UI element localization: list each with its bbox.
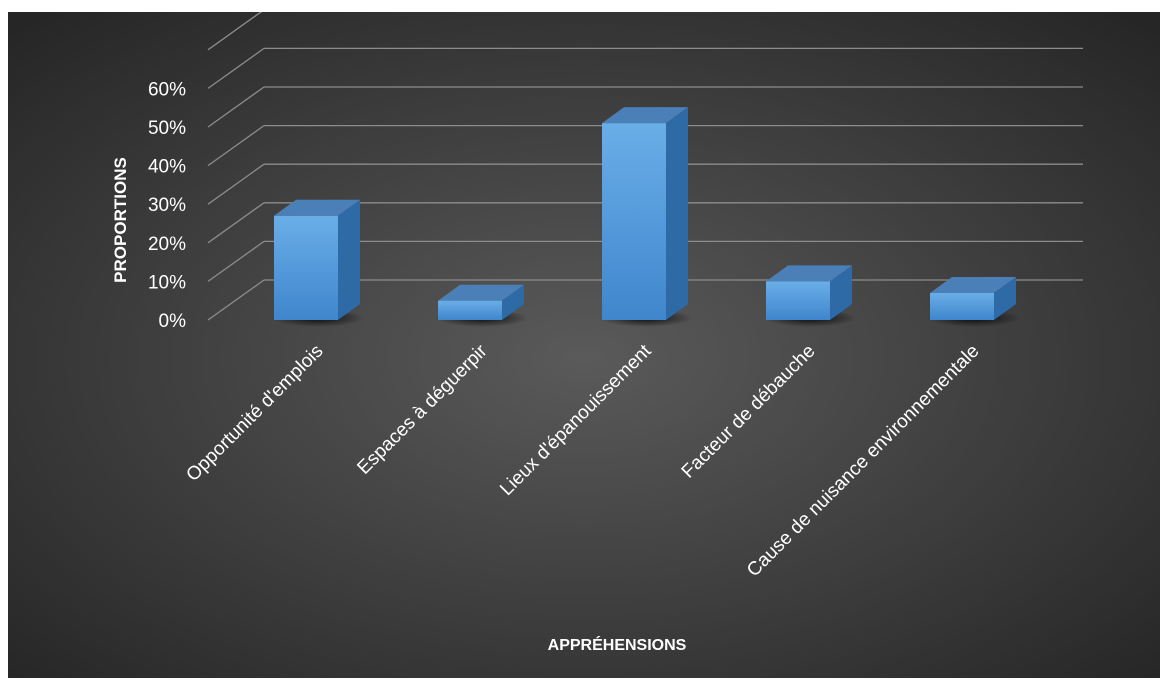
bar-side [338,199,360,320]
bar-3d [599,107,693,327]
bar-3d [927,276,1021,327]
y-tick-label: 40% [148,157,186,178]
bar [766,281,830,320]
x-axis-label: APPRÉHENSIONS [548,635,687,654]
gridline-side [207,279,265,321]
bar [438,300,502,320]
bar [930,292,994,320]
y-tick-label: 30% [148,195,186,216]
y-tick-label: 10% [148,272,186,293]
y-tick-label: 50% [148,118,186,139]
gridline-side [207,86,265,128]
y-tick-label: 0% [159,311,187,332]
chart-frame: 0% 10% 20% 30% 40% 50% 60% Opportunité d'emplo… [8,12,1160,678]
gridline-side [207,12,263,51]
bar-side [830,265,852,320]
y-tick-label: 60% [148,79,186,100]
bar-top [274,199,360,216]
gridline-side [207,125,265,167]
gridline-side [207,240,265,282]
bar-top [602,107,688,124]
bar [602,123,666,320]
bar-top [438,284,524,301]
bar-top [766,265,852,282]
bar-side [994,276,1016,320]
bar-side [666,107,688,320]
chart-background [8,12,1160,678]
bar-side [502,284,524,320]
gridline-side [207,163,265,205]
bar-top [930,276,1016,293]
gridline-side [207,47,265,89]
bar-3d [271,199,365,327]
y-tick-labels: 0% 10% 20% 30% 40% 50% 60% [148,79,186,332]
gridline-side [207,202,265,244]
bar-3d [763,265,857,327]
y-tick-label: 20% [148,234,186,255]
y-axis-label: PROPORTIONS [111,157,130,283]
bar-3d [435,284,529,327]
bars [271,107,1021,327]
chart-svg: 0%10%20%30%40%50%60% Opportunité d'emplo… [8,12,1160,678]
bar [274,215,338,320]
